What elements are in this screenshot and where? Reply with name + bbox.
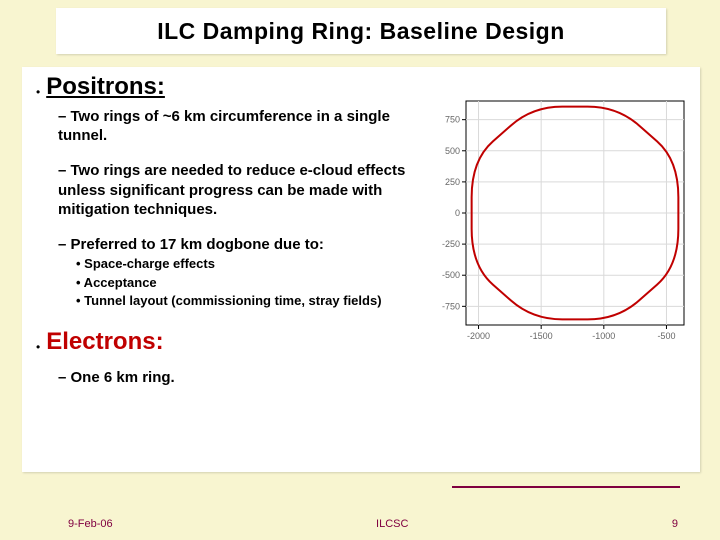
- positrons-item-2: – Two rings are needed to reduce e-cloud…: [58, 161, 426, 219]
- electrons-heading: Electrons:: [46, 328, 163, 356]
- svg-text:-500: -500: [442, 270, 460, 280]
- footer-separator: [452, 486, 680, 488]
- positrons-sub-1: • Space-charge effects: [76, 256, 416, 273]
- ring-chart: -2000 -1500 -1000 -500 -750 -500 -250 0 250 500 75…: [428, 95, 690, 347]
- main-content: • Positrons: – Two rings of ~6 km circum…: [22, 67, 700, 472]
- positrons-sub-2: • Acceptance: [76, 275, 416, 292]
- svg-text:-1500: -1500: [530, 331, 553, 341]
- bullet-icon: •: [36, 85, 40, 99]
- page-title: ILC Damping Ring: Baseline Design: [157, 18, 565, 45]
- positrons-item-3: – Preferred to 17 km dogbone due to:: [58, 235, 426, 254]
- footer-page: 9: [672, 518, 678, 530]
- electrons-item-1: – One 6 km ring.: [58, 368, 426, 387]
- svg-text:0: 0: [455, 208, 460, 218]
- footer: 9-Feb-06 ILCSC 9: [0, 518, 720, 530]
- bullet-icon: •: [36, 340, 40, 354]
- svg-text:-500: -500: [657, 331, 675, 341]
- svg-text:500: 500: [445, 146, 460, 156]
- svg-text:250: 250: [445, 177, 460, 187]
- svg-text:750: 750: [445, 115, 460, 125]
- positrons-item-1: – Two rings of ~6 km circumference in a …: [58, 107, 426, 145]
- svg-text:-2000: -2000: [467, 331, 490, 341]
- positrons-sub-3: • Tunnel layout (commissioning time, str…: [76, 293, 416, 310]
- footer-date: 9-Feb-06: [68, 518, 113, 530]
- svg-text:-750: -750: [442, 301, 460, 311]
- svg-text:-250: -250: [442, 239, 460, 249]
- positrons-heading: Positrons:: [46, 73, 165, 101]
- svg-text:-1000: -1000: [592, 331, 615, 341]
- footer-center: ILCSC: [376, 518, 408, 530]
